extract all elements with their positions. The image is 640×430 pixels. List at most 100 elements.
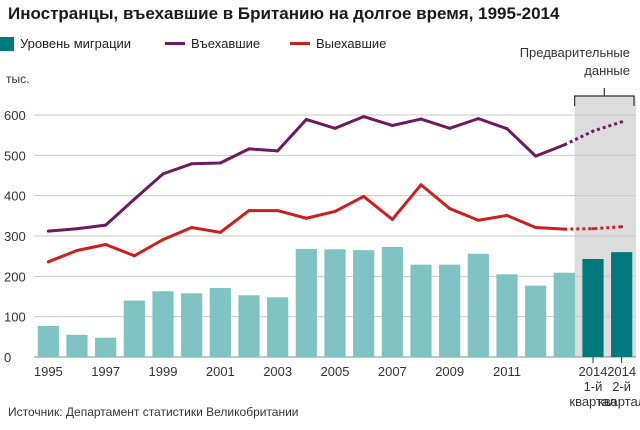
x-tick-label-19: 2014 1-й квартал — [569, 364, 616, 409]
point-arrived-2014-1-й-квартал — [591, 129, 595, 133]
point-arrived-2011 — [505, 127, 509, 131]
legend-label-migration: Уровень миграции — [20, 36, 132, 51]
bar-2001 — [209, 288, 231, 357]
point-left-2004 — [304, 216, 308, 220]
x-tick-label-line: 2-й — [612, 379, 631, 394]
point-arrived-2005 — [333, 126, 337, 130]
point-left-2002 — [247, 209, 251, 213]
x-tick-label-12: 2007 — [378, 364, 407, 379]
bar-2005 — [324, 249, 346, 357]
point-left-1996 — [75, 249, 79, 253]
point-left-2010 — [476, 218, 480, 222]
point-arrived-1999 — [161, 172, 165, 176]
point-arrived-1996 — [75, 227, 79, 231]
bar-2000 — [181, 293, 203, 357]
x-tick-label-line: квартал — [569, 394, 616, 409]
x-tick-label-6: 2001 — [206, 364, 235, 379]
x-tick-label-8: 2003 — [263, 364, 292, 379]
point-left-2000 — [190, 226, 194, 230]
x-tick-label-14: 2009 — [435, 364, 464, 379]
x-tick-label-16: 2011 — [493, 364, 521, 379]
point-left-1998 — [132, 254, 136, 258]
point-arrived-2003 — [276, 149, 280, 153]
x-tick-label-line: 2003 — [263, 364, 292, 379]
x-tick-label-line: 2014 — [579, 364, 608, 379]
bar-2012 — [525, 285, 547, 357]
point-arrived-2001 — [218, 161, 222, 165]
bar-1996 — [66, 334, 88, 357]
x-tick-label-0: 1995 — [34, 364, 63, 379]
point-arrived-2006 — [362, 115, 366, 119]
x-tick-label-line: 1-й — [584, 379, 603, 394]
point-arrived-2009 — [448, 126, 452, 130]
x-tick-label-10: 2005 — [321, 364, 350, 379]
preliminary-data-note: Предварительные данные — [500, 44, 630, 80]
point-arrived-2004 — [304, 117, 308, 121]
x-tick-label-line: 1999 — [149, 364, 178, 379]
bar-2007 — [381, 246, 403, 357]
bar-2002 — [238, 295, 260, 357]
point-arrived-2012 — [534, 154, 538, 158]
bar-2006 — [353, 250, 375, 357]
bar-2008 — [410, 264, 432, 357]
bar-1997 — [95, 337, 117, 357]
legend-label-left: Выехавшие — [316, 36, 387, 51]
point-left-2007 — [390, 217, 394, 221]
bar-2009 — [439, 264, 461, 357]
y-tick-label-400: 400 — [4, 189, 26, 204]
point-left-2006 — [362, 194, 366, 198]
point-arrived-1998 — [132, 197, 136, 201]
chart-legend: Уровень миграции Въехавшие Выехавшие — [0, 36, 640, 56]
x-tick-label-line: 2011 — [493, 364, 521, 379]
x-tick-label-line: 2001 — [206, 364, 235, 379]
point-left-2014-1-й-квартал — [591, 227, 595, 231]
point-left-2001 — [218, 230, 222, 234]
point-arrived-1997 — [104, 223, 108, 227]
y-tick-label-200: 200 — [4, 269, 26, 284]
line-arrived — [48, 115, 565, 233]
x-tick-label-line: 2007 — [378, 364, 407, 379]
point-arrived-2010 — [476, 117, 480, 121]
bar-1995 — [37, 325, 59, 357]
legend-item-arrived: Въехавшие — [165, 36, 260, 51]
bar-2014-1-й-квартал — [582, 258, 604, 357]
x-tick-label-line: 1995 — [34, 364, 63, 379]
point-left-1997 — [104, 242, 108, 246]
point-arrived-2002 — [247, 147, 251, 151]
bar-1998 — [123, 300, 145, 357]
point-arrived-1995 — [46, 229, 50, 233]
x-tick-label-2: 1997 — [91, 364, 120, 379]
point-arrived-2014-2-й-квартал — [620, 120, 624, 124]
point-arrived-2013 — [562, 143, 566, 147]
bar-2010 — [467, 253, 489, 357]
y-tick-label-0: 0 — [4, 350, 11, 365]
bar-2014-2-й-квартал — [611, 252, 633, 357]
preliminary-note-line-2: данные — [584, 63, 630, 78]
legend-swatch-migration — [0, 36, 14, 51]
x-tick-label-line: 2009 — [435, 364, 464, 379]
point-arrived-2008 — [419, 117, 423, 121]
x-tick-label-line: 2014 — [607, 364, 636, 379]
point-arrived-2000 — [190, 162, 194, 166]
bar-1999 — [152, 291, 174, 357]
point-left-2009 — [448, 207, 452, 211]
legend-label-arrived: Въехавшие — [191, 36, 261, 51]
legend-item-migration: Уровень миграции — [0, 36, 131, 51]
point-left-2012 — [534, 226, 538, 230]
y-tick-label-500: 500 — [4, 148, 26, 163]
bar-2011 — [496, 274, 518, 357]
chart-title: Иностранцы, въехавшие в Британию на долг… — [8, 4, 560, 23]
point-left-2003 — [276, 209, 280, 213]
point-arrived-2007 — [390, 123, 394, 127]
source-note: Источник: Департамент статистики Великоб… — [8, 405, 299, 419]
point-left-2013 — [562, 227, 566, 231]
y-axis-unit-label: тыс. — [6, 72, 30, 86]
y-tick-label-600: 600 — [4, 108, 26, 123]
bar-2013 — [553, 272, 575, 357]
x-tick-label-line: квартал — [598, 394, 640, 409]
y-tick-label-300: 300 — [4, 229, 26, 244]
legend-swatch-left — [290, 42, 310, 45]
point-left-2014-2-й-квартал — [620, 225, 624, 229]
